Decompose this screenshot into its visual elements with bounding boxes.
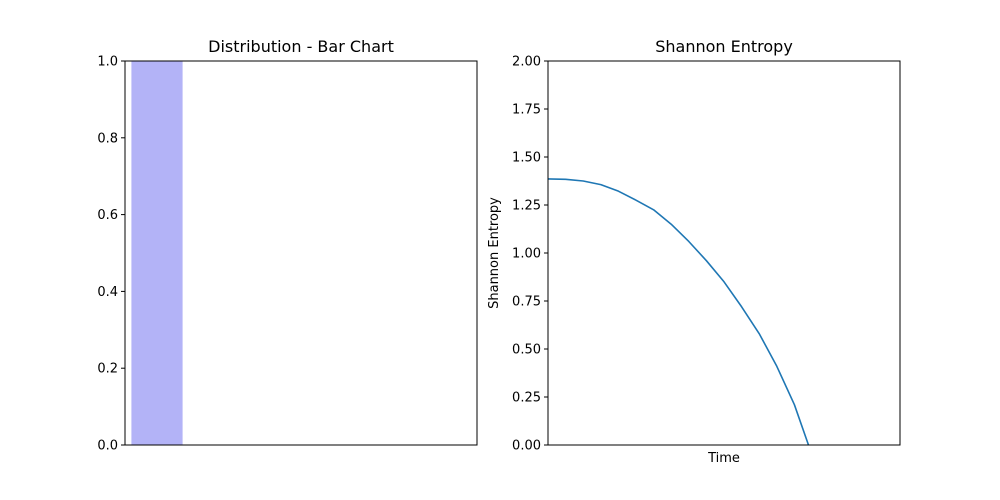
y-tick-label: 1.00 <box>512 247 541 262</box>
y-tick-label: 0.8 <box>97 131 118 146</box>
entropy-chart-x-label: Time <box>707 451 740 466</box>
y-tick-label: 0.0 <box>97 439 118 454</box>
bar-chart-y-axis: 0.0 0.2 0.4 0.6 0.8 1.0 <box>97 55 125 454</box>
y-tick-label: 2.00 <box>512 55 541 70</box>
entropy-chart-marks <box>547 178 810 446</box>
bar <box>131 61 183 445</box>
y-tick-label: 0.4 <box>97 285 118 300</box>
entropy-chart-y-label: Shannon Entropy <box>487 197 502 309</box>
y-tick-label: 0.25 <box>512 391 541 406</box>
bar-chart-title: Distribution - Bar Chart <box>208 37 394 56</box>
y-tick-label: 1.75 <box>512 103 541 118</box>
entropy-chart-y-axis: 0.00 0.25 0.50 0.75 1.00 1.25 1.50 1.75 2.00 <box>512 55 548 454</box>
bar-chart-marks <box>131 61 183 445</box>
y-tick-label: 0.75 <box>512 295 541 310</box>
y-tick-label: 1.0 <box>97 55 118 70</box>
entropy-chart-title: Shannon Entropy <box>655 37 793 56</box>
y-tick-label: 0.6 <box>97 208 118 223</box>
entropy-chart-panel: Shannon Entropy 0.00 0.25 0.50 0.75 1.00 1.25… <box>487 37 901 466</box>
entropy-chart-frame <box>547 60 901 446</box>
y-tick-label: 1.50 <box>512 151 541 166</box>
bar-chart-panel: Distribution - Bar Chart 0.0 0.2 0.4 0.6 0.8… <box>97 37 478 454</box>
bar-chart-frame <box>124 60 478 446</box>
y-tick-label: 0.00 <box>512 439 541 454</box>
entropy-series-line <box>547 178 810 446</box>
y-tick-label: 0.2 <box>97 362 118 377</box>
y-tick-label: 0.50 <box>512 343 541 358</box>
y-tick-label: 1.25 <box>512 199 541 214</box>
